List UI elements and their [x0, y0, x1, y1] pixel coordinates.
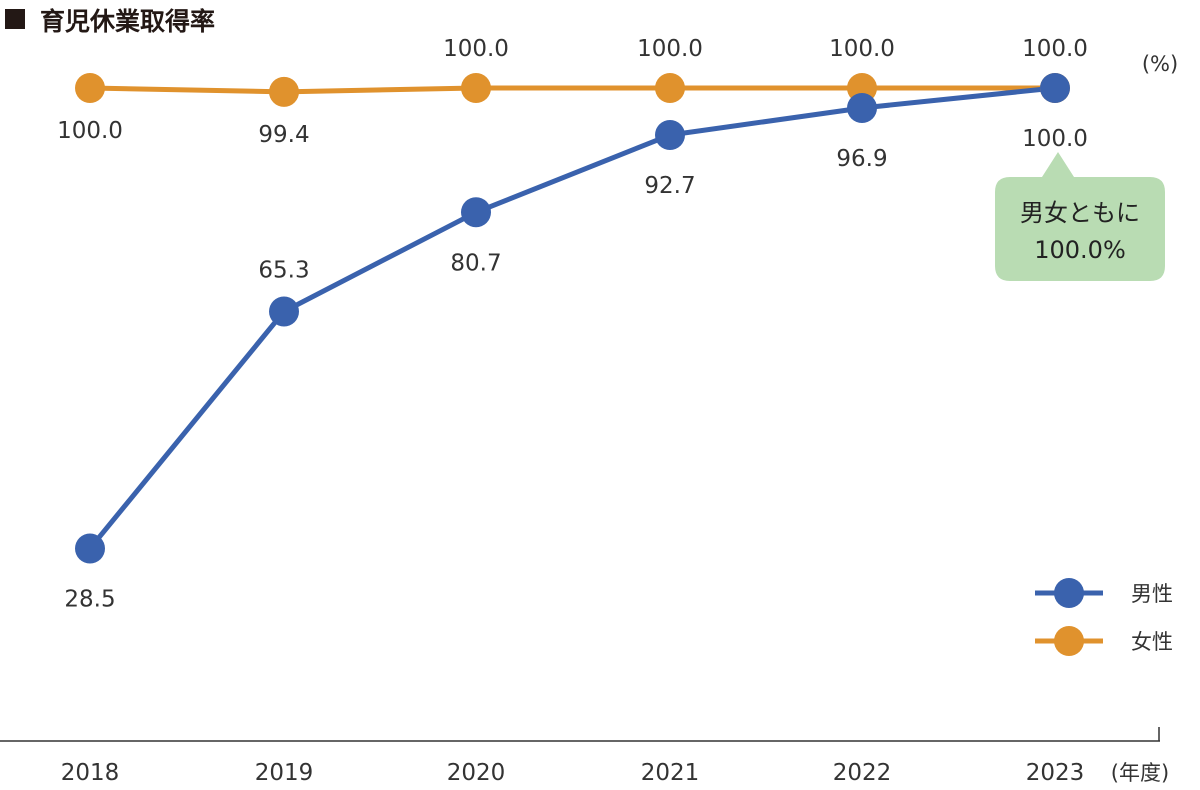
- data-point-male-2020: [461, 197, 491, 228]
- legend-label-female: 女性: [1131, 630, 1173, 654]
- data-label-male-2021: 92.7: [644, 173, 695, 199]
- data-point-male-2019: [269, 296, 299, 327]
- x-tick-label-2022: 2022: [833, 760, 892, 786]
- x-axis-unit-label: (年度): [1111, 761, 1169, 785]
- legend-item-male: 男性: [1035, 578, 1173, 608]
- legend-label-male: 男性: [1131, 582, 1173, 606]
- data-label-female-2022: 100.0: [829, 36, 895, 62]
- callout-line-1: 男女ともに: [1020, 199, 1140, 227]
- series-lines: [88, 85, 1056, 551]
- callout-line-2: 100.0%: [1034, 236, 1126, 264]
- data-label-female-2019: 99.4: [258, 122, 309, 148]
- callout-shape: [995, 152, 1165, 281]
- legend-marker-female: [1054, 626, 1084, 656]
- data-label-male-2023: 100.0: [1022, 126, 1088, 152]
- data-point-male-2023: [1040, 73, 1070, 103]
- chart-title: 育児休業取得率: [40, 7, 215, 36]
- data-label-male-2020: 80.7: [450, 250, 501, 276]
- title-square-icon: [5, 9, 25, 29]
- callout-bubble: 男女ともに 100.0%: [995, 152, 1165, 281]
- series-line-female: [89, 85, 1055, 95]
- data-label-female-2021: 100.0: [637, 36, 703, 62]
- x-tick-labels: 2018 2019 2020 2021 2022 2023: [61, 760, 1085, 786]
- data-point-female-2020: [461, 73, 491, 103]
- x-tick-label-2020: 2020: [447, 760, 506, 786]
- unit-label: (%): [1142, 52, 1178, 76]
- data-point-male-2022: [847, 92, 877, 123]
- data-label-female-2018: 100.0: [57, 118, 123, 144]
- x-tick-label-2018: 2018: [61, 760, 120, 786]
- data-label-male-2018: 28.5: [64, 586, 115, 612]
- legend-item-female: 女性: [1035, 626, 1173, 656]
- data-labels: 28.5 65.3 80.7 92.7 96.9 100.0 100.0 99.4 100.0 1…: [57, 36, 1088, 612]
- x-tick-label-2023: 2023: [1026, 760, 1085, 786]
- x-tick-label-2021: 2021: [641, 760, 700, 786]
- data-point-female-2021: [655, 73, 685, 103]
- series-line-male: [88, 85, 1056, 551]
- data-point-male-2021: [655, 120, 685, 151]
- data-label-male-2019: 65.3: [258, 257, 309, 283]
- data-point-male-2018: [75, 533, 105, 564]
- series-points: [75, 73, 1070, 564]
- data-label-female-2020: 100.0: [443, 36, 509, 62]
- data-point-female-2019: [269, 76, 299, 107]
- legend: 男性 女性: [1035, 578, 1173, 656]
- data-label-female-2023: 100.0: [1022, 36, 1088, 62]
- data-label-male-2022: 96.9: [836, 146, 887, 172]
- data-point-female-2018: [75, 73, 105, 103]
- x-tick-label-2019: 2019: [255, 760, 314, 786]
- legend-marker-male: [1054, 578, 1084, 608]
